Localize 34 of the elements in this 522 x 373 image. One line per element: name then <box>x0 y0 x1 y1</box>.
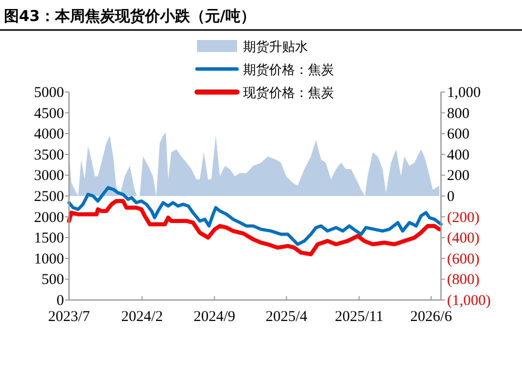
y2-tick-label: 600 <box>447 126 470 143</box>
y-tick-label: 1500 <box>34 230 64 247</box>
y-tick-label: 3000 <box>34 168 64 184</box>
y-tick-label: 4000 <box>34 126 64 143</box>
y-tick-label: 4500 <box>34 106 64 122</box>
legend-label: 期货价格：焦炭 <box>243 63 334 78</box>
x-tick-label: 2024/2 <box>121 309 163 325</box>
y2-tick-label: 400 <box>447 147 470 164</box>
y2-tick-label: 800 <box>447 106 470 122</box>
x-tick-label: 2024/9 <box>194 309 236 325</box>
y2-tick-label: 1,000 <box>447 85 481 101</box>
x-tick-label: 2025/4 <box>266 309 308 325</box>
y-tick-label: 5000 <box>34 85 64 101</box>
y-tick-label: 3500 <box>34 147 64 164</box>
y2-tick-label: (1,000) <box>447 293 491 309</box>
legend-label: 现货价格：焦炭 <box>243 86 334 101</box>
y2-tick-label: 200 <box>447 168 470 184</box>
legend-label: 期货升贴水 <box>243 40 308 55</box>
chart-title: 图43：本周焦炭现货价小跌（元/吨） <box>4 7 256 25</box>
y2-tick-label: (800) <box>447 272 480 288</box>
y-tick-label: 1000 <box>34 251 64 268</box>
y2-tick-label: (200) <box>447 210 480 226</box>
y-tick-label: 2000 <box>34 210 64 226</box>
y-tick-label: 2500 <box>34 189 64 205</box>
line-series <box>67 198 442 256</box>
x-tick-label: 2023/7 <box>48 309 90 325</box>
y2-tick-label: (600) <box>447 251 480 268</box>
y-tick-label: 0 <box>56 293 64 309</box>
y2-tick-label: 0 <box>447 189 454 205</box>
x-tick-label: 2025/11 <box>334 309 384 325</box>
y-tick-label: 500 <box>42 272 64 288</box>
y2-tick-label: (400) <box>447 230 480 247</box>
x-tick-label: 2026/6 <box>410 309 452 325</box>
line-series <box>67 186 443 246</box>
